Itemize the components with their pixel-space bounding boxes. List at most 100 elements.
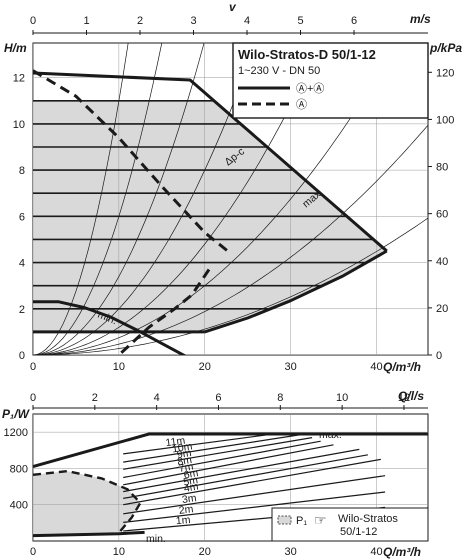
ls-tick-4: 4: [154, 392, 160, 404]
power-x-tick-0: 0: [30, 546, 36, 558]
v-tick-4: 4: [244, 15, 250, 27]
kpa-tick-0: 0: [436, 350, 442, 362]
v-tick-1: 1: [83, 15, 89, 27]
power-annotation-min: min.: [146, 533, 166, 545]
power-y-tick-400: 400: [10, 500, 28, 512]
system-curve-1: [33, 217, 428, 355]
power-line-label-4m: 4m: [183, 480, 200, 494]
power-annotation-max: max.: [319, 429, 342, 441]
legend-label-dashed: Ⓐ: [296, 98, 307, 111]
series-max-solid: [33, 71, 388, 253]
chart-subtitle: 1~230 V - DN 50: [238, 65, 320, 77]
power-line-label-11m: 11m: [165, 435, 186, 450]
head-chart-legend: Wilo-Stratos-D 50/1-12 1~230 V - DN 50 Ⓐ…: [232, 42, 429, 119]
power-legend-box: [271, 507, 429, 542]
legend-label-solid: Ⓐ+Ⓐ: [296, 82, 324, 95]
power-line-5m: [123, 454, 369, 499]
power-line-label-9m: 9m: [176, 447, 193, 461]
v-tick-3: 3: [190, 15, 196, 27]
v-tick-2: 2: [137, 15, 143, 27]
ls-tick-6: 6: [215, 392, 221, 404]
system-curve-7: [33, 43, 163, 355]
power-chart-series: [33, 432, 428, 538]
power-line-label-5m: 5m: [182, 474, 199, 488]
head-chart-series: [33, 69, 388, 355]
power-max-line: [33, 432, 428, 469]
power-line-7m: [123, 444, 334, 486]
power-area-fill: [33, 471, 141, 536]
x-tick-30: 30: [284, 361, 296, 373]
y-axis-label-left: H/m: [4, 41, 27, 55]
power-line-label-6m: 6m: [183, 467, 200, 481]
y-tick-6: 6: [19, 211, 25, 223]
series-max-lower-solid: [204, 249, 388, 334]
v-tick-6: 6: [351, 15, 357, 27]
y-tick-4: 4: [19, 258, 25, 270]
kpa-tick-80: 80: [436, 162, 448, 174]
power-line-2m: [123, 491, 386, 523]
power-head-lines: [123, 433, 386, 532]
x-axis-label: Q/m³/h: [383, 360, 421, 374]
power-single-pump-dashed: [33, 469, 142, 534]
power-line-4m: [123, 458, 381, 506]
power-x-axis-label: Q/m³/h: [383, 545, 421, 559]
x-top-axis-unit: m/s: [410, 12, 431, 26]
power-line-3m: [123, 475, 386, 515]
x-top-axis-label: v: [229, 0, 237, 14]
power-line-9m: [123, 437, 313, 470]
x-tick-0: 0: [30, 361, 36, 373]
power-y-tick-1200: 1200: [4, 427, 28, 439]
power-line-label-3m: 3m: [181, 492, 197, 506]
legend-desc-line-2: 50/1-12: [340, 526, 377, 538]
chart-title: Wilo-Stratos-D 50/1-12: [238, 47, 376, 62]
power-x-tick-10: 10: [113, 546, 125, 558]
head-chart: Wilo-Stratos-D 50/1-12 1~230 V - DN 50 Ⓐ…: [4, 0, 462, 374]
power-x-tick-20: 20: [199, 546, 211, 558]
power-line-label-7m: 7m: [178, 460, 195, 475]
legend-p1-description: Wilo-Stratos 50/1-12: [338, 513, 398, 538]
power-min-line: [33, 530, 145, 538]
y-tick-10: 10: [13, 119, 25, 131]
system-curve-6: [33, 43, 205, 355]
power-line-10m: [123, 434, 300, 463]
y-tick-2: 2: [19, 304, 25, 316]
power-line-label-10m: 10m: [171, 440, 193, 455]
power-line-label-8m: 8m: [176, 454, 193, 468]
power-x-top-axis-label: Q/l/s: [398, 389, 424, 403]
series-min-solid: [33, 300, 187, 355]
kpa-tick-20: 20: [436, 303, 448, 315]
power-y-axis-label: P₁/W: [2, 407, 31, 421]
power-line-label-2m: 2m: [178, 503, 194, 517]
ls-tick-10: 10: [336, 392, 348, 404]
y-axis-label-right: p/kPa: [429, 41, 462, 55]
series-max-lower-dashed: [117, 268, 211, 355]
kpa-tick-60: 60: [436, 209, 448, 221]
power-line-8m: [123, 440, 321, 479]
y-tick-12: 12: [13, 73, 25, 85]
ls-tick-2: 2: [92, 392, 98, 404]
ls-tick-12: 12: [398, 392, 410, 404]
x-tick-20: 20: [199, 361, 211, 373]
y-tick-8: 8: [19, 165, 25, 177]
system-curve-4: [33, 43, 322, 355]
system-curve-5: [33, 43, 257, 355]
ls-tick-0: 0: [30, 392, 36, 404]
series-max-dashed: [33, 69, 232, 255]
power-line-6m: [123, 448, 360, 493]
legend-swatch: [277, 515, 292, 525]
legend-p1-label: P₁: [296, 515, 307, 527]
v-tick-0: 0: [30, 15, 36, 27]
power-y-tick-800: 800: [10, 463, 28, 475]
kpa-tick-100: 100: [436, 114, 454, 126]
power-line-label-1m: 1m: [175, 514, 191, 527]
ls-tick-8: 8: [277, 392, 283, 404]
kpa-tick-120: 120: [436, 67, 454, 79]
power-x-tick-30: 30: [284, 546, 296, 558]
power-x-tick-40: 40: [370, 546, 382, 558]
x-tick-40: 40: [370, 361, 382, 373]
x-tick-10: 10: [113, 361, 125, 373]
